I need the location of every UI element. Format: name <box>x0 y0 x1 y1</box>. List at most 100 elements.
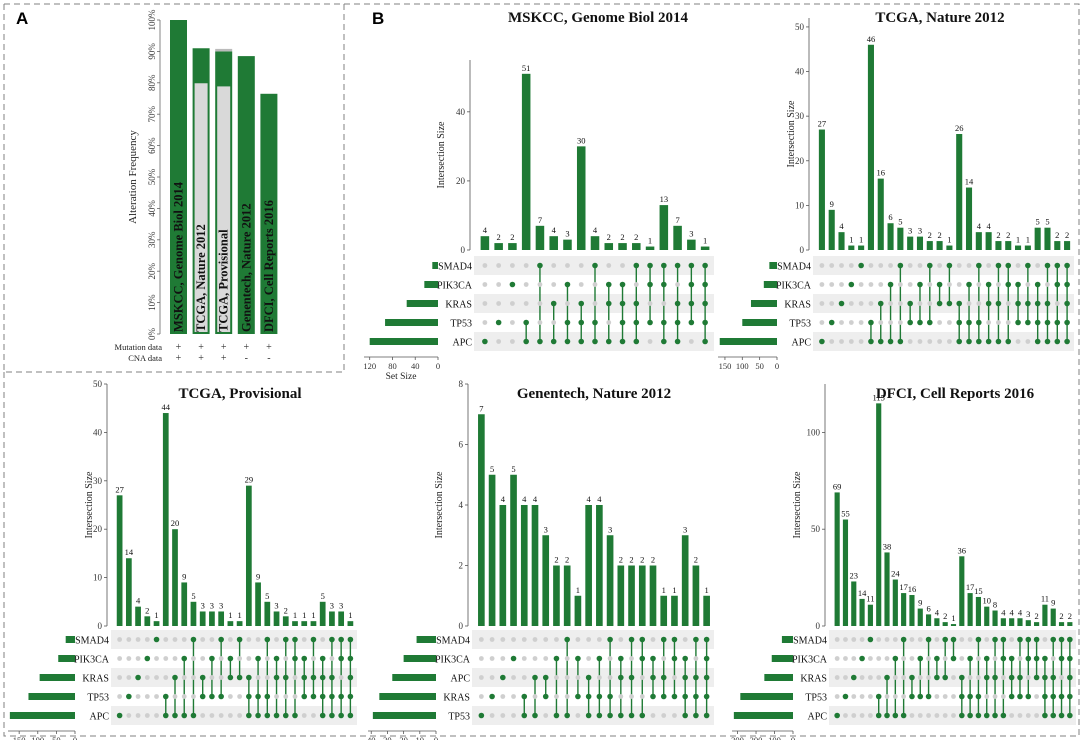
matrix-dot-filled <box>897 262 904 269</box>
matrix-dot-empty <box>848 339 854 344</box>
intersection-bar-5 <box>520 505 528 626</box>
set-size-bar <box>379 693 436 700</box>
matrix-dot-empty <box>819 320 825 325</box>
intersection-value-label: 4 <box>1001 607 1006 617</box>
matrix-dot-filled <box>1058 636 1065 643</box>
set-label: APC <box>792 338 812 349</box>
matrix-dot-empty <box>839 339 844 344</box>
intersection-value-label: 3 <box>330 600 334 610</box>
matrix-dot-empty <box>126 675 132 680</box>
matrix-dot-empty <box>1050 656 1056 661</box>
row-mark: + <box>266 342 272 353</box>
matrix-dot-empty <box>144 675 150 680</box>
y-tick-label: 50 <box>811 524 821 534</box>
matrix-dot-filled <box>946 262 953 269</box>
matrix-dot-empty <box>688 339 694 344</box>
matrix-dot-filled <box>209 693 215 700</box>
intersection-value-label: 4 <box>597 494 602 504</box>
y-tick-label: 20 <box>456 176 466 186</box>
row-mark: + <box>221 342 227 353</box>
matrix-dot-empty <box>843 637 848 642</box>
matrix-dot-empty <box>926 675 931 680</box>
intersection-bar-9 <box>590 236 600 250</box>
matrix-dot-filled <box>959 674 965 681</box>
matrix-dot-filled <box>301 693 308 700</box>
intersection-value-label: 4 <box>552 225 557 235</box>
matrix-dot-empty <box>682 637 688 642</box>
upset-tcga-2012: TCGA, Nature 201201020304050Intersection… <box>718 10 1074 371</box>
matrix-dot-empty <box>510 320 515 325</box>
intersection-value-label: 2 <box>620 232 624 242</box>
set-size-bar <box>372 712 436 719</box>
matrix-dot-empty <box>867 694 873 699</box>
y-axis-title: Alteration Frequency <box>127 130 139 224</box>
matrix-dot-filled <box>607 693 613 700</box>
bar-label-box <box>194 83 208 332</box>
set-size-bar <box>764 674 793 681</box>
matrix-dot-empty <box>606 320 612 325</box>
matrix-dot-filled <box>887 281 894 288</box>
intersection-bar-2 <box>494 243 503 250</box>
set-size-bar <box>781 636 793 643</box>
row-mark: + <box>176 342 182 353</box>
matrix-dot-filled <box>868 319 874 326</box>
intersection-value-label: 5 <box>898 217 902 227</box>
matrix-dot-empty <box>901 675 907 680</box>
intersection-value-label: 5 <box>265 591 269 601</box>
matrix-dot-filled <box>596 655 603 662</box>
y-tick-label: 50% <box>147 168 157 185</box>
matrix-dot-filled <box>1033 636 1040 643</box>
matrix-dot-filled <box>126 693 132 700</box>
matrix-dot-empty <box>117 637 123 642</box>
intersection-bar-9 <box>897 227 904 250</box>
category-label: MSKCC, Genome Biol 2014 <box>172 181 186 332</box>
matrix-dot-filled <box>338 655 344 662</box>
matrix-dot-filled <box>682 655 688 662</box>
matrix-dot-empty <box>858 301 864 306</box>
matrix-dot-filled <box>703 655 710 662</box>
intersection-bar-23 <box>319 601 326 626</box>
matrix-dot-empty <box>897 320 903 325</box>
matrix-dot-filled <box>338 693 344 700</box>
matrix-dot-filled <box>819 338 825 345</box>
matrix-dot-filled <box>909 674 915 681</box>
matrix-dot-empty <box>246 656 252 661</box>
set-label: SMAD4 <box>438 262 472 273</box>
y-tick-label: 8 <box>459 379 464 389</box>
matrix-dot-empty <box>926 656 931 661</box>
intersection-value-label: 14 <box>125 547 134 557</box>
set-label: APC <box>808 712 828 723</box>
matrix-dot-filled <box>868 338 874 345</box>
matrix-dot-empty <box>255 675 261 680</box>
matrix-dot-empty <box>859 675 865 680</box>
matrix-dot-filled <box>892 712 899 719</box>
intersection-bar-7 <box>877 178 884 250</box>
matrix-dot-empty <box>575 713 581 718</box>
intersection-bar-15 <box>956 134 963 250</box>
matrix-dot-filled <box>892 655 899 662</box>
matrix-dot-filled <box>218 636 224 643</box>
intersection-value-label: 3 <box>565 229 569 239</box>
matrix-dot-empty <box>200 656 206 661</box>
intersection-bar-7 <box>172 529 178 626</box>
matrix-dot-filled <box>671 693 678 700</box>
matrix-dot-empty <box>532 656 538 661</box>
matrix-dot-empty <box>907 263 913 268</box>
intersection-bar-20 <box>992 610 998 626</box>
intersection-bar-10 <box>199 611 206 626</box>
matrix-dot-filled <box>1008 674 1015 681</box>
matrix-dot-filled <box>500 674 506 681</box>
category-label: TCGA, Provisional <box>217 229 231 332</box>
matrix-dot-filled <box>1067 636 1073 643</box>
matrix-dot-filled <box>983 655 990 662</box>
set-label: APC <box>451 674 471 685</box>
intersection-bar-1 <box>834 492 840 626</box>
matrix-dot-filled <box>907 319 913 326</box>
matrix-dot-filled <box>884 674 890 681</box>
intersection-value-label: 9 <box>1051 598 1055 608</box>
matrix-dot-empty <box>937 263 942 268</box>
matrix-dot-empty <box>647 339 653 344</box>
matrix-dot-filled <box>1044 319 1051 326</box>
matrix-dot-empty <box>135 637 141 642</box>
set-label: APC <box>453 338 473 349</box>
